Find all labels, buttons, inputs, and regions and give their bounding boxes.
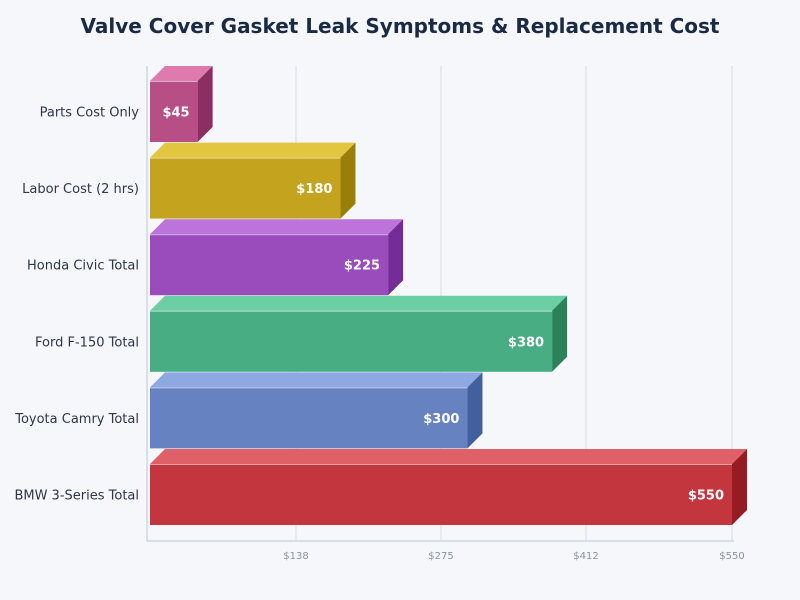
bar-front-face [150, 464, 732, 525]
chart-title: Valve Cover Gasket Leak Symptoms & Repla… [80, 14, 720, 38]
bar-value-label: $300 [423, 412, 459, 427]
category-label: Toyota Camry Total [14, 412, 139, 427]
category-label: Parts Cost Only [40, 106, 140, 121]
bar-side-face [197, 66, 213, 142]
bar-front-face [150, 81, 198, 142]
bar[interactable]: $300 [150, 372, 483, 449]
bar-value-label: $180 [296, 182, 332, 197]
x-tick-label: $138 [283, 551, 308, 562]
bar-side-face [732, 449, 747, 525]
bar-front-face [150, 157, 341, 219]
bar-value-label: $225 [344, 259, 380, 274]
bar[interactable]: $180 [150, 142, 356, 219]
bar-top-face [150, 219, 404, 235]
bar-side-face [467, 372, 483, 449]
bar-value-label: $380 [508, 335, 544, 350]
x-tick-label: $275 [428, 551, 453, 562]
bar-front-face [150, 387, 468, 449]
category-label: Honda Civic Total [27, 259, 139, 274]
bar-top-face [150, 66, 213, 81]
x-tick-label: $412 [573, 551, 598, 562]
bar[interactable]: $550 [150, 449, 747, 525]
bar[interactable]: $380 [150, 295, 568, 372]
bar-value-label: $550 [688, 489, 724, 504]
category-label: BMW 3-Series Total [14, 489, 139, 504]
bar-top-face [150, 449, 747, 464]
bar-side-face [340, 142, 356, 219]
bar-value-label: $45 [162, 106, 189, 121]
bar-top-face [150, 142, 356, 158]
bar-side-face [388, 219, 404, 296]
bar-front-face [150, 234, 389, 296]
category-label: Labor Cost (2 hrs) [22, 182, 139, 197]
x-tick-label: $550 [719, 551, 744, 562]
category-label: Ford F-150 Total [35, 335, 139, 350]
bar-top-face [150, 295, 568, 311]
bar-front-face [150, 310, 553, 372]
bar-side-face [552, 295, 568, 372]
bar-top-face [150, 372, 483, 388]
bar[interactable]: $225 [150, 219, 404, 296]
bar[interactable]: $45 [150, 66, 213, 142]
